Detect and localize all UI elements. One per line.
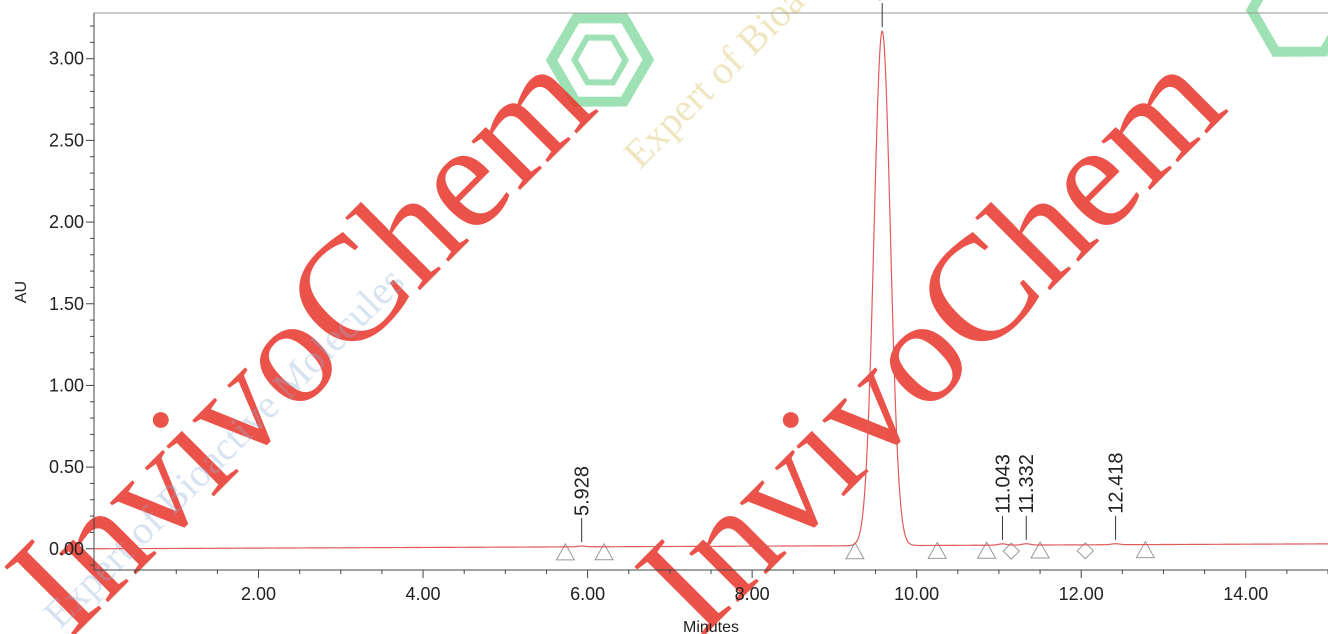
- peak-retention-label: 5.928: [572, 466, 594, 516]
- y-axis-label: AU: [13, 281, 30, 303]
- y-tick-label: 3.00: [49, 49, 84, 69]
- x-tick-label: 4.00: [406, 584, 441, 604]
- x-ticks: 2.00 4.00 6.00 8.00 10.00 12.00 14.00: [134, 570, 1328, 604]
- chromatogram-trace: [93, 30, 1328, 550]
- peak-boundary-diamond: [1002, 542, 1020, 560]
- peak-boundary-triangle: [1030, 540, 1050, 559]
- watermark-tagline-right: Expert of Bioactive Molecules: [615, 0, 993, 176]
- y-tick-label: 0.00: [49, 539, 84, 559]
- logo-hexagon-corner-icon: [1245, 0, 1328, 57]
- x-tick-label: 12.00: [1059, 584, 1104, 604]
- peak-retention-label: 11.332: [1016, 454, 1038, 514]
- peak-boundary-triangle: [1135, 540, 1156, 559]
- y-tick-label: 0.50: [49, 457, 84, 477]
- peak-retention-label: 9.581: [872, 0, 894, 1]
- axes: 2.00 4.00 6.00 8.00 10.00 12.00 14.00 0.00 0.50…: [13, 12, 1328, 634]
- y-tick-label: 1.00: [49, 375, 84, 395]
- y-ticks: 0.00 0.50 1.00 1.50 2.00 2.50 3.00: [49, 25, 94, 566]
- peak-boundary-diamond: [1076, 542, 1095, 560]
- chromatogram-line: [93, 30, 1328, 550]
- peak-boundary-triangle: [976, 541, 997, 559]
- peak-boundary-triangle: [845, 541, 865, 560]
- peak-boundary-triangle: [594, 542, 614, 561]
- logo-hexagon-icon: [545, 13, 655, 107]
- x-tick-label: 14.00: [1223, 584, 1268, 604]
- y-tick-label: 1.50: [49, 294, 84, 314]
- y-tick-label: 2.50: [49, 130, 84, 150]
- peak-boundary-triangle: [927, 541, 948, 559]
- peak-retention-label: 11.043: [992, 454, 1014, 514]
- integration-markers: [555, 540, 1156, 561]
- y-tick-label: 2.00: [49, 212, 84, 232]
- x-tick-label: 8.00: [735, 584, 770, 604]
- peak-retention-label: 12.418: [1106, 453, 1128, 514]
- x-tick-label: 6.00: [570, 584, 605, 604]
- peak-boundary-triangle: [555, 542, 576, 561]
- x-tick-label: 2.00: [241, 584, 276, 604]
- x-tick-label: 10.00: [894, 584, 939, 604]
- x-axis-label: Minutes: [683, 619, 739, 634]
